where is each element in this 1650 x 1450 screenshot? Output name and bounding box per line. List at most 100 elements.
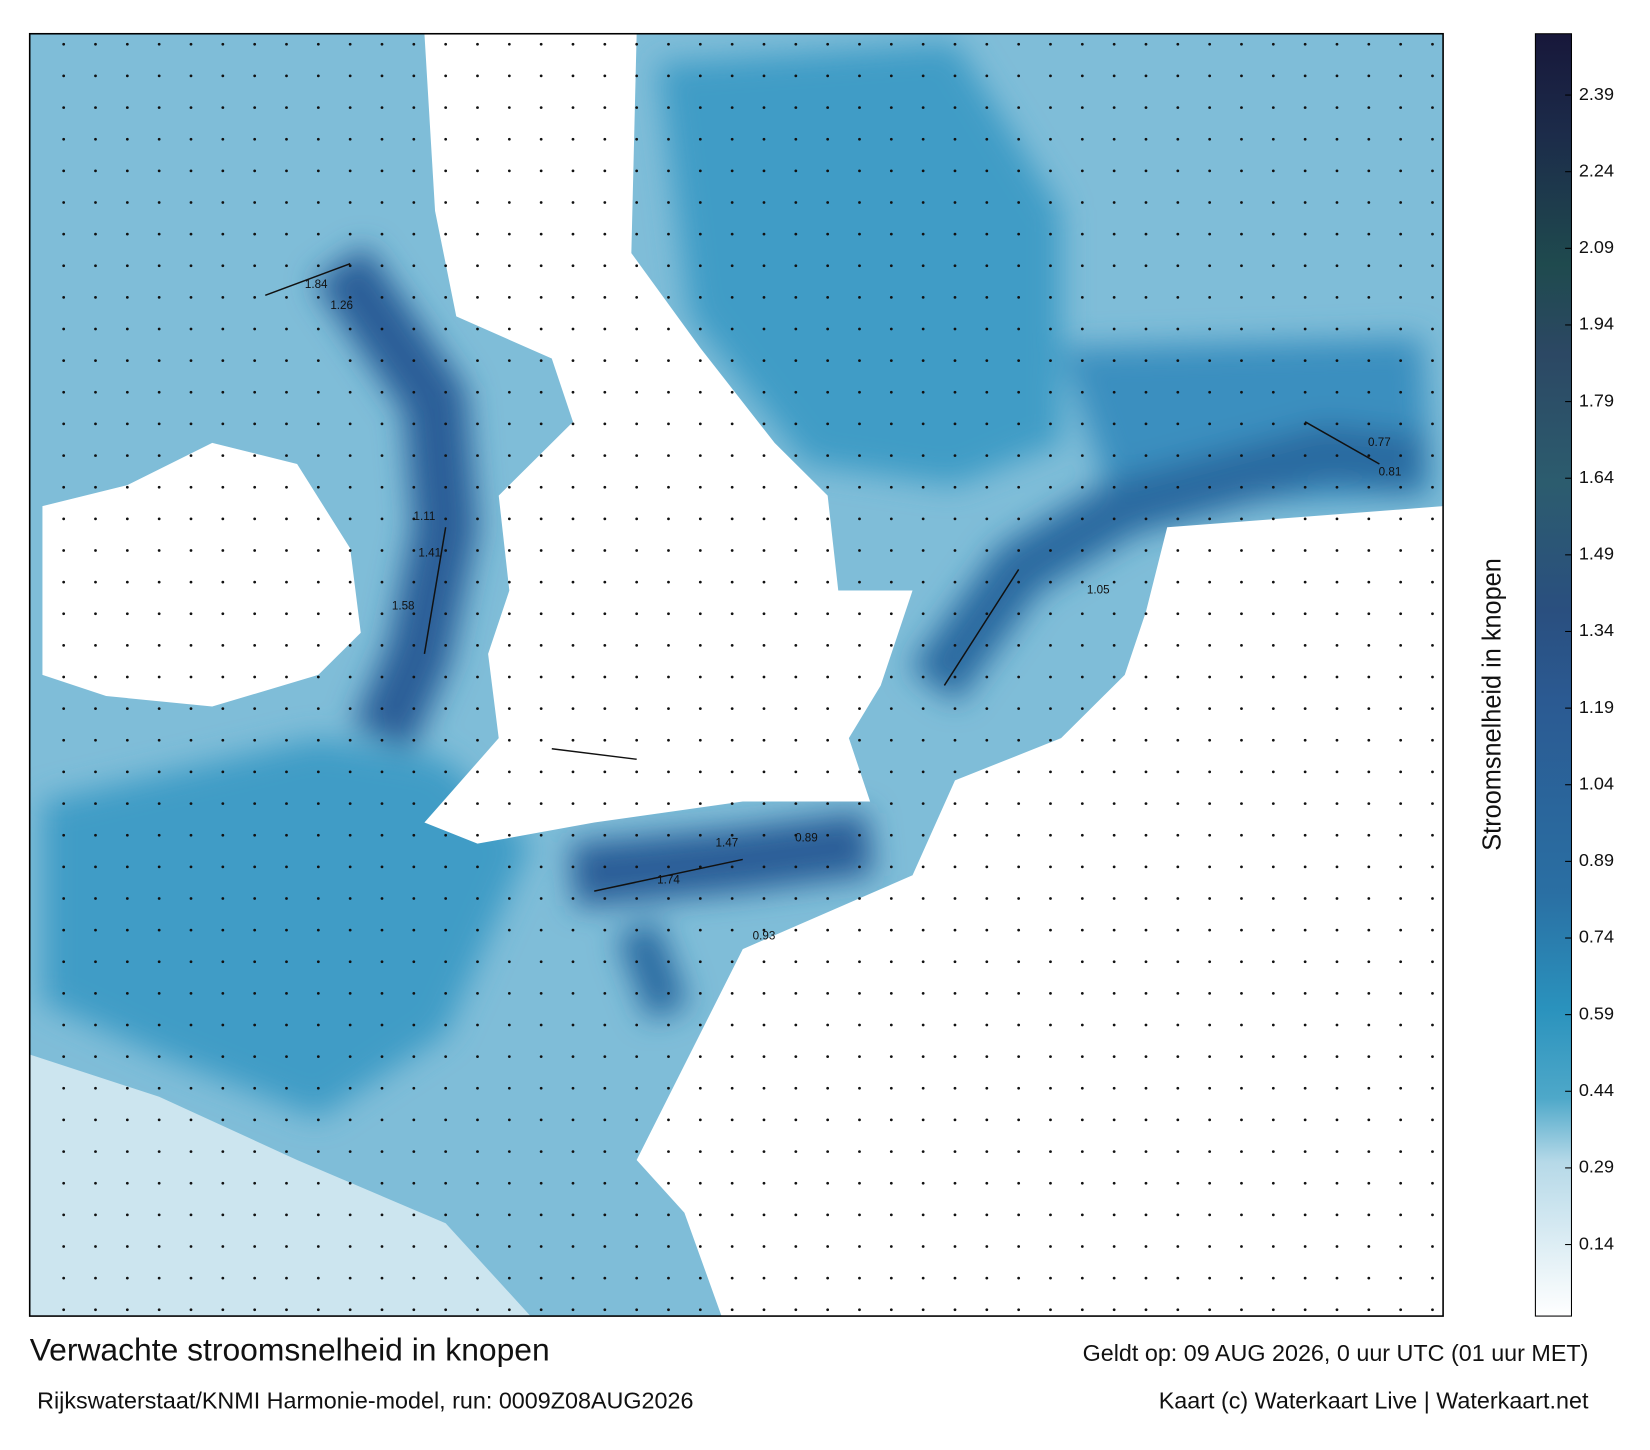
grid-dot (1399, 1245, 1403, 1248)
grid-dot (253, 928, 257, 932)
grid-dot (507, 74, 511, 78)
grid-dot (444, 42, 448, 46)
grid-dot (953, 1181, 957, 1185)
grid-dot (62, 738, 66, 742)
grid-dot (1049, 865, 1052, 869)
grid-dot (985, 1181, 989, 1185)
grid-dot (1176, 960, 1180, 964)
grid-dot (1303, 1055, 1307, 1059)
grid-dot (1080, 74, 1084, 78)
grid-dot (762, 802, 766, 805)
grid-dot (221, 612, 225, 616)
grid-dot (1144, 390, 1148, 394)
grid-dot (348, 1118, 352, 1122)
grid-dot (348, 802, 352, 805)
grid-dot (603, 1150, 607, 1153)
grid-dot (698, 802, 702, 805)
grid-dot (635, 675, 639, 679)
grid-dot (253, 390, 257, 394)
grid-dot (221, 1055, 225, 1059)
grid-dot (1208, 770, 1212, 774)
grid-dot (253, 1118, 257, 1122)
grid-dot (285, 549, 288, 552)
grid-dot (667, 549, 670, 552)
grid-dot (62, 928, 66, 932)
grid-dot (189, 74, 193, 78)
grid-dot (539, 1055, 543, 1059)
grid-dot (94, 897, 97, 900)
grid-dot (1399, 1213, 1403, 1217)
grid-dot (1208, 865, 1212, 869)
grid-dot (1080, 106, 1084, 109)
grid-dot (921, 738, 925, 742)
grid-dot (444, 802, 448, 805)
grid-dot (1112, 833, 1116, 837)
grid-dot (858, 1245, 861, 1248)
grid-dot (444, 707, 448, 711)
map-label: 1.41 (418, 547, 441, 560)
grid-dot (1399, 390, 1403, 394)
grid-dot (507, 1055, 511, 1059)
grid-dot (985, 390, 989, 394)
grid-dot (348, 675, 352, 679)
grid-dot (380, 802, 384, 805)
grid-dot (189, 485, 193, 489)
grid-dot (730, 232, 734, 236)
grid-dot (221, 1276, 225, 1280)
grid-dot (380, 738, 384, 742)
grid-dot (1049, 74, 1052, 78)
grid-dot (1271, 422, 1275, 426)
grid-dot (285, 675, 288, 679)
grid-dot (1144, 1213, 1148, 1217)
grid-dot (476, 1055, 479, 1059)
grid-dot (62, 1181, 66, 1185)
grid-dot (1240, 201, 1243, 204)
grid-dot (1017, 928, 1021, 932)
grid-dot (444, 928, 448, 932)
grid-dot (1208, 169, 1212, 173)
grid-dot (889, 897, 893, 900)
grid-dot (889, 833, 893, 837)
grid-dot (858, 770, 861, 774)
grid-dot (1080, 580, 1084, 584)
grid-dot (285, 137, 288, 141)
grid-dot (1335, 201, 1339, 204)
grid-dot (889, 1308, 893, 1312)
grid-dot (635, 992, 639, 995)
grid-dot (1017, 1181, 1021, 1185)
grid-dot (794, 1181, 798, 1185)
grid-dot (1335, 359, 1339, 363)
grid-dot (1335, 327, 1339, 331)
grid-dot (1208, 1181, 1212, 1185)
grid-dot (858, 1276, 861, 1280)
grid-dot (285, 327, 288, 331)
grid-dot (667, 1055, 670, 1059)
grid-dot (1399, 865, 1403, 869)
grid-dot (507, 833, 511, 837)
grid-dot (921, 612, 925, 616)
grid-dot (444, 390, 448, 394)
grid-dot (571, 232, 575, 236)
grid-dot (1367, 1086, 1371, 1090)
grid-dot (1271, 675, 1275, 679)
grid-dot (507, 1245, 511, 1248)
grid-dot (1176, 580, 1180, 584)
grid-dot (730, 106, 734, 109)
grid-dot (1049, 1055, 1052, 1059)
grid-dot (1335, 42, 1339, 46)
grid-dot (858, 707, 861, 711)
grid-dot (603, 960, 607, 964)
grid-dot (794, 549, 798, 552)
grid-dot (1176, 707, 1180, 711)
grid-dot (635, 738, 639, 742)
grid-dot (285, 1213, 288, 1217)
grid-dot (476, 992, 479, 995)
grid-dot (635, 422, 639, 426)
grid-dot (667, 264, 670, 268)
grid-dot (1208, 675, 1212, 679)
grid-dot (698, 580, 702, 584)
grid-dot (635, 612, 639, 616)
grid-dot (316, 1276, 320, 1280)
grid-dot (858, 517, 861, 521)
grid-dot (157, 865, 161, 869)
